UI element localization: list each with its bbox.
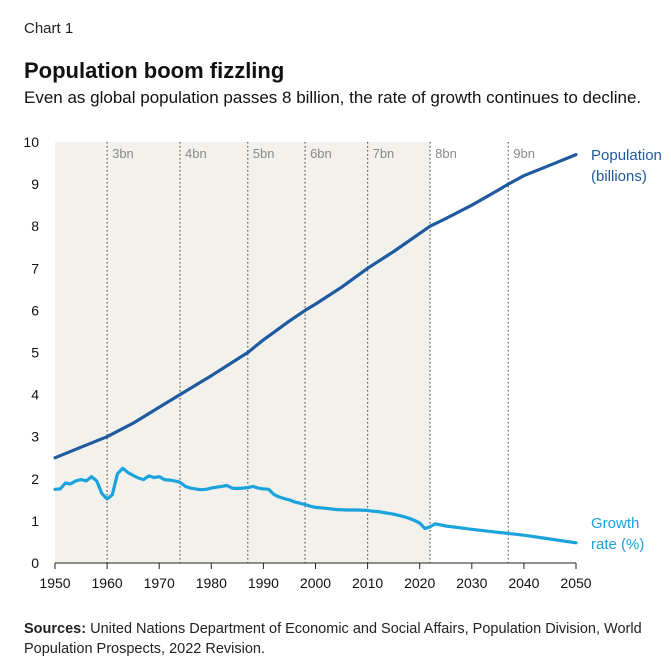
- milestone-label: 3bn: [112, 146, 134, 161]
- y-tick-label: 3: [31, 429, 39, 445]
- x-tick-label: 2000: [300, 575, 331, 591]
- growth-series-label: rate (%): [591, 536, 644, 553]
- x-tick-label: 1960: [92, 575, 123, 591]
- growth-series-label: Growth: [591, 515, 639, 532]
- y-tick-label: 10: [23, 134, 39, 150]
- x-tick-label: 2030: [456, 575, 487, 591]
- y-tick-label: 2: [31, 471, 39, 487]
- y-tick-label: 1: [31, 513, 39, 529]
- x-tick-label: 2020: [404, 575, 435, 591]
- y-tick-label: 7: [31, 260, 39, 276]
- chart-title: Population boom fizzling: [24, 58, 285, 83]
- historical-shade: [55, 142, 431, 563]
- milestone-label: 4bn: [185, 146, 207, 161]
- x-tick-label: 1950: [39, 575, 70, 591]
- milestone-label: 9bn: [513, 146, 535, 161]
- sources-note: Sources: United Nations Department of Ec…: [24, 619, 654, 659]
- population-series-label: Population: [591, 147, 662, 164]
- x-tick-label: 1970: [144, 575, 175, 591]
- milestone-label: 7bn: [373, 146, 395, 161]
- x-tick-label: 2040: [508, 575, 539, 591]
- y-tick-label: 0: [31, 555, 39, 571]
- chart-label: Chart 1: [24, 20, 74, 37]
- y-tick-label: 4: [31, 387, 39, 403]
- y-tick-label: 9: [31, 176, 39, 192]
- milestone-label: 8bn: [435, 146, 457, 161]
- x-tick-label: 2010: [352, 575, 383, 591]
- milestone-label: 6bn: [310, 146, 332, 161]
- y-tick-label: 5: [31, 345, 39, 361]
- x-tick-label: 1980: [196, 575, 227, 591]
- population-line: [53, 153, 578, 460]
- population-series-label: (billions): [591, 168, 647, 185]
- y-tick-label: 8: [31, 218, 39, 234]
- sources-text: United Nations Department of Economic an…: [24, 621, 642, 657]
- y-tick-label: 6: [31, 302, 39, 318]
- milestone-label: 5bn: [253, 146, 275, 161]
- growth-rate-line: [53, 466, 578, 545]
- x-tick-label: 2050: [560, 575, 591, 591]
- chart-subtitle: Even as global population passes 8 billi…: [24, 88, 642, 107]
- x-tick-label: 1990: [248, 575, 279, 591]
- sources-prefix: Sources:: [24, 621, 87, 637]
